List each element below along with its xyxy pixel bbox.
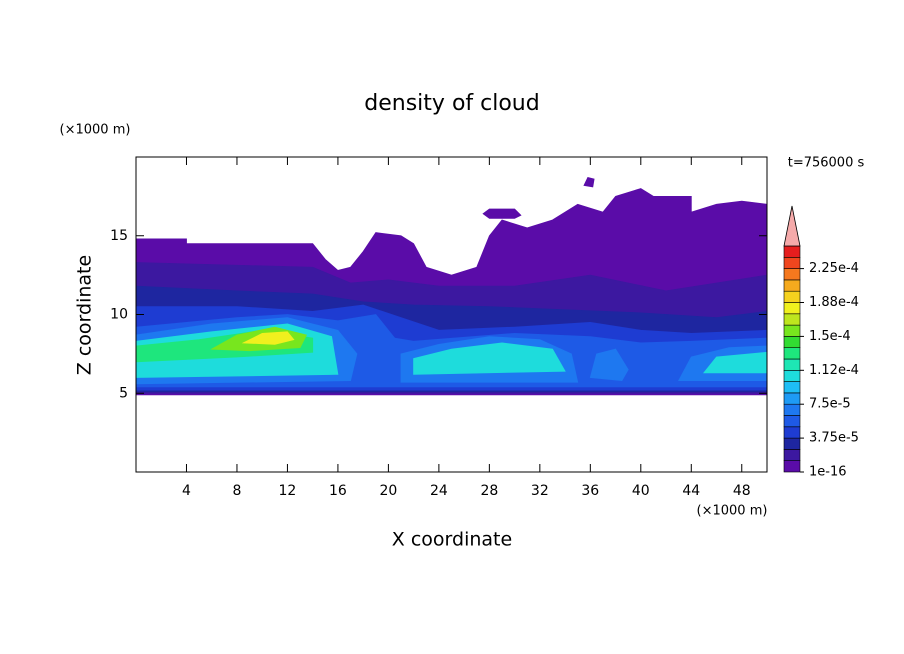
x-tick-label: 16 (329, 483, 347, 499)
annotation: t=756000 s (788, 156, 865, 171)
colorbar-extension (783, 205, 801, 247)
colorbar-tick-label: 1.88e-4 (809, 295, 859, 310)
contour-region (413, 342, 566, 375)
contour-field (136, 177, 767, 396)
x-tick-label: 8 (232, 483, 241, 499)
chart-title: density of cloud (364, 91, 539, 116)
colorbar-band (783, 256, 801, 269)
colorbar-band (783, 358, 801, 371)
x-tick-label: 32 (531, 483, 549, 499)
colorbar-band (783, 336, 801, 348)
x-tick-label: 36 (581, 483, 599, 499)
x-tick-label: 20 (379, 483, 397, 499)
contour-region (241, 331, 295, 345)
colorbar-band (783, 403, 801, 416)
colorbar-band (783, 449, 801, 461)
colorbar-band (783, 460, 801, 473)
colorbar-band (783, 302, 801, 315)
colorbar-tick-label: 3.75e-5 (809, 431, 859, 446)
colorbar-band (783, 268, 801, 281)
y-tick-label: 5 (119, 385, 128, 401)
contour-region (703, 351, 767, 374)
colorbar-band (783, 392, 801, 405)
colorbar-band (783, 279, 801, 292)
colorbar-band (783, 415, 801, 428)
colorbar-band (783, 245, 801, 258)
colorbar-tick-label: 1e-16 (809, 465, 847, 480)
x-tick-label: 24 (430, 483, 448, 499)
x-tick-label: 44 (682, 483, 700, 499)
colorbar-band (783, 313, 801, 326)
x-tick-label: 40 (632, 483, 650, 499)
x-unit: (×1000 m) (697, 504, 768, 519)
colorbar-tick-label: 7.5e-5 (809, 397, 851, 412)
x-tick-label: 4 (182, 483, 191, 499)
colorbar-band (783, 426, 801, 439)
x-axis-label: X coordinate (392, 529, 512, 551)
x-tick-label: 12 (279, 483, 297, 499)
colorbar-band (783, 290, 801, 303)
y-unit: (×1000 m) (60, 123, 131, 138)
y-axis-label: Z coordinate (74, 255, 96, 375)
colorbar-tick-label: 2.25e-4 (809, 261, 859, 276)
colorbar-band (783, 437, 801, 450)
x-tick-label: 28 (480, 483, 498, 499)
x-tick-label: 48 (733, 483, 751, 499)
colorbar-tick-label: 1.12e-4 (809, 363, 859, 378)
contour-region (589, 348, 629, 382)
colorbar-band (783, 347, 801, 360)
colorbar-band (783, 369, 801, 382)
y-tick-label: 10 (110, 307, 128, 323)
contour-region (583, 177, 595, 188)
colorbar-band (783, 381, 801, 394)
colorbar-band (783, 324, 801, 337)
contour-region (482, 208, 522, 219)
colorbar-tick-label: 1.5e-4 (809, 329, 851, 344)
y-tick-label: 15 (110, 228, 128, 244)
